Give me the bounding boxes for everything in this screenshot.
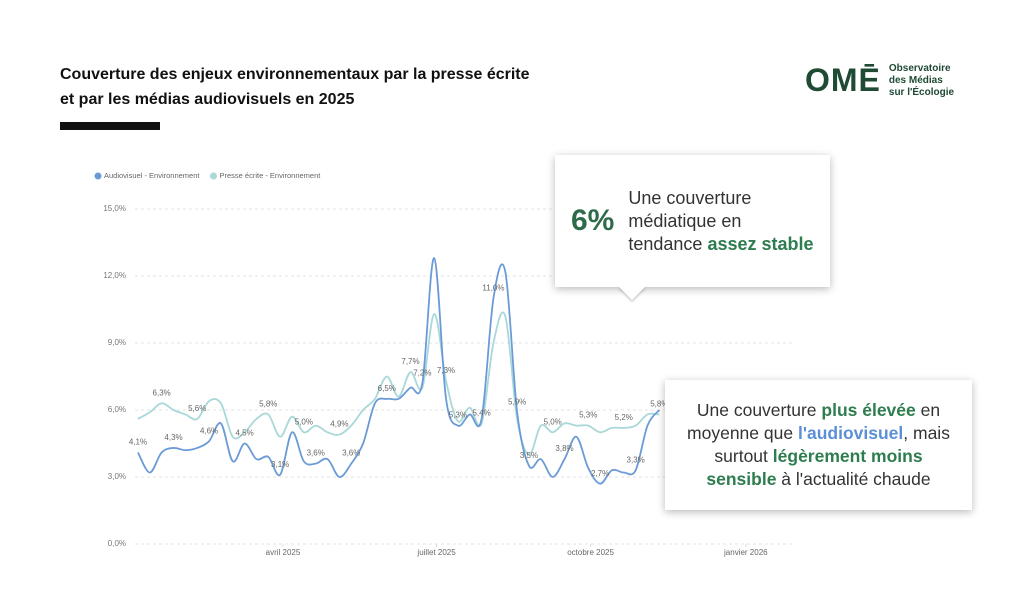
data-label: 5,4% xyxy=(472,409,490,418)
callout-line: tendance assez stable xyxy=(628,233,813,256)
callout-run: moyenne que xyxy=(687,423,798,443)
title: Couverture des enjeux environnementaux p… xyxy=(60,62,530,112)
x-tick-label: octobre 2025 xyxy=(567,548,614,557)
callout-run: à l'actualité chaude xyxy=(776,469,931,489)
callout-line: Une couverture xyxy=(628,187,813,210)
data-label: 7,3% xyxy=(437,366,455,375)
callout-run: sensible xyxy=(706,469,777,489)
data-label: 3,6% xyxy=(342,449,360,458)
y-tick-label: 12,0% xyxy=(103,271,126,280)
callout-run: médiatique en xyxy=(628,210,742,231)
logo-text: Observatoire des Médias sur l'Écologie xyxy=(889,63,954,99)
x-tick-label: juillet 2025 xyxy=(416,548,456,557)
logo-line: des Médias xyxy=(888,74,943,86)
data-label: 2,7% xyxy=(591,469,609,478)
data-label: 5,9% xyxy=(508,397,526,406)
data-label: 4,1% xyxy=(129,438,147,447)
title-rule xyxy=(60,122,160,130)
data-label: 4,9% xyxy=(330,420,348,429)
y-tick-label: 9,0% xyxy=(108,338,126,347)
callout-figure: 6% xyxy=(571,204,615,237)
legend-label: Audiovisuel - Environnement xyxy=(104,171,200,180)
callout-line: médiatique en xyxy=(628,210,813,233)
logo-mark: OMĒ xyxy=(805,62,881,98)
logo-line: sur l'Écologie xyxy=(888,86,955,98)
data-label: 5,6% xyxy=(188,404,206,413)
series-line xyxy=(137,311,660,456)
data-label: 5,0% xyxy=(295,417,313,426)
data-label: 5,3% xyxy=(579,411,597,420)
y-tick-label: 3,0% xyxy=(108,472,126,481)
data-label: 3,6% xyxy=(307,449,325,458)
series-line xyxy=(137,257,661,485)
legend-swatch xyxy=(209,172,217,180)
callout-text: Une couverture plus élevée en moyenne que… xyxy=(687,399,950,491)
logo-line: Observatoire xyxy=(888,62,951,74)
callout-run: légèrement moins xyxy=(772,446,923,466)
data-label: 4,3% xyxy=(164,433,182,442)
callout-text: Une couverture médiatique en tendance asse… xyxy=(628,187,813,256)
legend-swatch xyxy=(94,172,102,180)
callout-run: assez stable xyxy=(707,233,814,254)
callout-line: sensible à l'actualité chaude xyxy=(687,468,950,491)
callout-pointer xyxy=(618,286,646,300)
data-label: 7,2% xyxy=(413,368,431,377)
callout-line: Une couverture plus élevée en xyxy=(687,399,950,422)
callout-run: tendance xyxy=(628,233,708,254)
callout-run: l'audiovisuel xyxy=(797,423,904,443)
title-line: et par les médias audiovisuels en 2025 xyxy=(60,91,355,108)
data-label: 7,7% xyxy=(401,357,419,366)
data-label: 5,8% xyxy=(259,400,277,409)
data-label: 4,6% xyxy=(200,426,218,435)
data-label: 6,3% xyxy=(153,388,171,397)
data-label: 3,8% xyxy=(555,444,573,453)
callout-run: , mais xyxy=(903,423,950,443)
callout-run: plus élevée xyxy=(821,400,916,420)
callout-run: surtout xyxy=(714,446,773,466)
data-label: 3,5% xyxy=(520,451,538,460)
data-label: 5,2% xyxy=(615,413,633,422)
callout: 6% Une couverture médiatique en tendance a… xyxy=(555,155,830,287)
callout: Une couverture plus élevée en moyenne que… xyxy=(665,380,972,510)
data-label: 3,3% xyxy=(627,455,645,464)
title-line: Couverture des enjeux environnementaux p… xyxy=(60,66,530,83)
data-label: 6,5% xyxy=(378,384,396,393)
callout-run: Une couverture xyxy=(628,187,752,208)
logo: OMĒ Observatoire des Médias sur l'Écolog… xyxy=(805,62,954,99)
callout-line: surtout légèrement moins xyxy=(687,445,950,468)
y-tick-label: 6,0% xyxy=(108,405,126,414)
callout-line: moyenne que l'audiovisuel, mais xyxy=(687,422,950,445)
y-tick-label: 0,0% xyxy=(108,539,126,548)
legend-label: Presse écrite - Environnement xyxy=(219,171,321,180)
data-label: 3,1% xyxy=(271,460,289,469)
data-label: 4,5% xyxy=(235,429,253,438)
x-tick-label: avril 2025 xyxy=(266,548,301,557)
data-label: 11,0% xyxy=(482,283,504,292)
x-tick-label: janvier 2026 xyxy=(723,548,768,557)
data-label: 5,0% xyxy=(544,417,562,426)
data-label: 5,3% xyxy=(449,411,467,420)
callout-run: en xyxy=(915,400,941,420)
data-label: 5,8% xyxy=(650,400,668,409)
y-tick-label: 15,0% xyxy=(103,204,126,213)
callout-run: Une couverture xyxy=(696,400,822,420)
